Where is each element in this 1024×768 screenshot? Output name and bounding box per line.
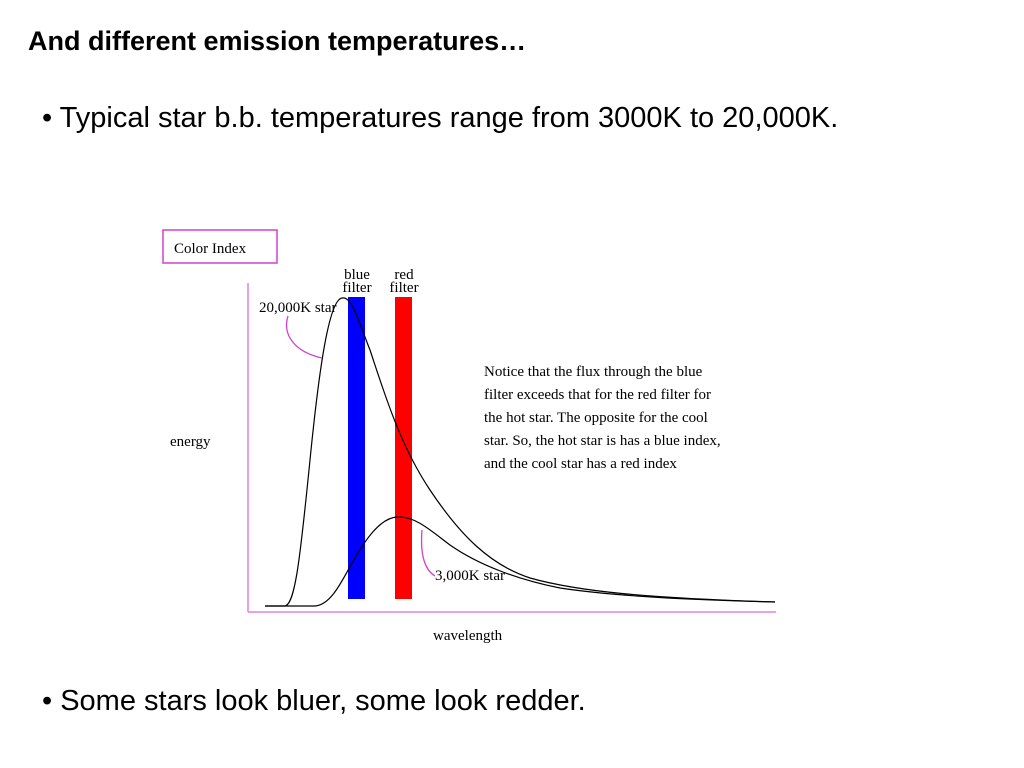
- curve-label: 20,000K star: [259, 300, 337, 316]
- slide-title: And different emission temperatures…: [28, 26, 526, 56]
- leader-line: [286, 315, 323, 359]
- bullet: • Typical star b.b. temperatures range f…: [42, 102, 838, 134]
- note-line: filter exceeds that for the red filter f…: [484, 387, 711, 403]
- blue-filter-band: [348, 297, 365, 599]
- bullet: • Some stars look bluer, some look redde…: [42, 685, 586, 717]
- x-axis-label: wavelength: [433, 628, 503, 644]
- y-axis-label: energy: [170, 434, 211, 450]
- curve-label: 3,000K star: [435, 568, 505, 584]
- red-filter-band: [395, 297, 412, 599]
- cool-star-curve: [265, 516, 776, 607]
- note-line: Notice that the flux through the blue: [484, 364, 703, 380]
- filter-label: red: [394, 267, 414, 283]
- note-line: the hot star. The opposite for the cool: [484, 410, 708, 426]
- figure-title: Color Index: [174, 241, 247, 257]
- filter-label: filter: [342, 280, 371, 296]
- note-line: and the cool star has a red index: [484, 456, 677, 472]
- title-box: [162, 229, 278, 264]
- leader-line: [420, 529, 436, 577]
- filter-label: blue: [344, 267, 370, 283]
- filter-label: filter: [389, 280, 418, 296]
- hot-star-curve: [265, 297, 776, 607]
- note-line: star. So, the hot star is has a blue ind…: [484, 433, 721, 449]
- figure: Color Index blue filter red filter 20,00…: [162, 229, 776, 644]
